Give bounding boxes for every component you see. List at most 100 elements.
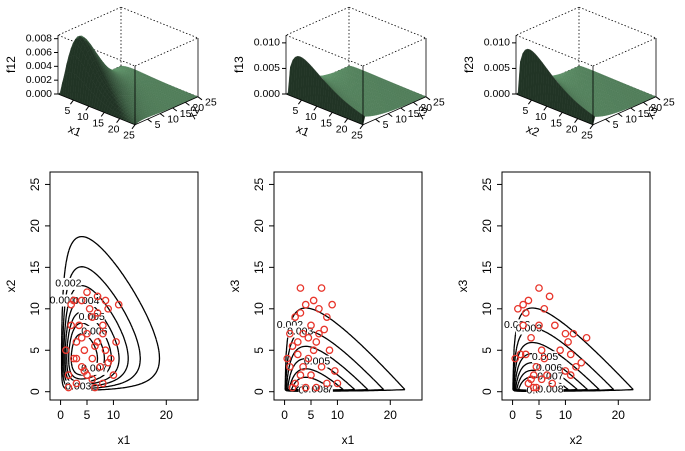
y-tick <box>172 107 178 112</box>
data-point <box>317 284 326 292</box>
data-point <box>556 346 564 355</box>
data-point <box>286 329 294 338</box>
data-point <box>112 338 120 346</box>
data-point <box>72 354 81 363</box>
y-tick-label: 15 <box>480 260 494 274</box>
y-tick-label: 25 <box>663 97 675 109</box>
y-tick-label: 20 <box>480 219 494 233</box>
x-tick-label: 15 <box>92 117 104 129</box>
z-tick-label: 0.008 <box>26 32 52 44</box>
data-point <box>537 346 546 355</box>
data-point <box>527 375 535 384</box>
data-point <box>323 379 331 388</box>
z-tick-label: 0.006 <box>26 46 52 58</box>
z-tick-label: 0.010 <box>484 37 510 49</box>
box-edge <box>515 93 594 126</box>
x-axis-label: x1 <box>66 122 83 140</box>
x-tick-label: 25 <box>581 130 593 142</box>
x-axis-label: x1 <box>342 433 355 447</box>
y-tick-label: 15 <box>28 260 42 274</box>
data-point <box>114 300 123 309</box>
data-point <box>72 338 81 346</box>
x-axis-label: x2 <box>570 433 583 447</box>
x-tick-label: 10 <box>535 111 547 123</box>
data-point <box>545 292 554 301</box>
y-tick-label: 15 <box>638 108 650 120</box>
data-point <box>535 321 543 330</box>
z-axis-label: f13 <box>232 56 246 73</box>
y-tick-label: 10 <box>625 113 637 125</box>
data-point <box>75 321 83 330</box>
x-tick-label: 20 <box>108 123 120 135</box>
y-axis-label: x2 <box>185 103 203 121</box>
y-tick-label: 20 <box>420 102 432 114</box>
y-tick-label: 25 <box>433 97 445 109</box>
data-point <box>304 333 313 342</box>
z-axis-label: f12 <box>4 56 18 73</box>
data-point <box>532 362 541 371</box>
x-tick-label: 10 <box>77 111 89 123</box>
z-tick-label: 0.000 <box>26 88 52 100</box>
data-point <box>288 383 297 392</box>
box-edge-back <box>515 6 580 36</box>
data-point <box>529 383 538 392</box>
x-tick-label: 0 <box>57 408 64 422</box>
data-point <box>511 354 520 363</box>
y-axis-label: x3 <box>228 279 242 292</box>
data-point <box>521 309 530 317</box>
data-point <box>521 350 530 359</box>
y-axis-label: x3 <box>413 103 431 121</box>
x-tick <box>100 112 105 117</box>
y-tick <box>147 118 152 123</box>
y-tick-label: 15 <box>408 108 420 120</box>
data-point <box>293 338 302 346</box>
data-point <box>328 300 336 309</box>
box-edge-back <box>57 6 122 36</box>
x-tick-label: 0 <box>509 408 516 422</box>
x-tick <box>528 99 532 105</box>
data-point <box>69 354 78 363</box>
y-tick-label: 25 <box>252 177 266 191</box>
y-tick-label: 5 <box>383 119 389 131</box>
data-point <box>88 354 97 363</box>
x-tick-label: 20 <box>612 408 626 422</box>
x-tick-label: 25 <box>123 130 135 142</box>
y-tick-label: 5 <box>155 119 161 131</box>
contour-label-bg <box>81 325 108 338</box>
data-point <box>527 333 535 342</box>
x-tick-label: 20 <box>384 408 398 422</box>
box-edge-back <box>592 37 657 67</box>
plot-frame <box>501 171 651 401</box>
data-point <box>288 342 297 350</box>
data-point <box>333 379 342 388</box>
y-tick <box>400 107 406 112</box>
y-tick-label: 25 <box>28 177 42 191</box>
y-tick <box>413 102 418 106</box>
data-point <box>325 346 334 355</box>
x-tick-label: 20 <box>160 408 174 422</box>
contour-label-bg <box>55 277 82 290</box>
data-point <box>99 321 107 330</box>
x-axis-label: x1 <box>294 122 311 140</box>
data-point <box>83 288 91 297</box>
data-point <box>85 304 94 313</box>
x-tick-label: 5 <box>522 105 528 117</box>
data-point <box>312 338 321 346</box>
y-tick-label: 10 <box>28 302 42 316</box>
x-tick-label: 20 <box>336 123 348 135</box>
data-point <box>104 358 112 367</box>
data-point <box>524 296 533 305</box>
data-point <box>62 346 70 355</box>
x-tick <box>359 124 364 130</box>
data-point <box>291 313 299 321</box>
data-point <box>320 325 329 334</box>
data-point <box>296 371 305 379</box>
contour-label: 0.005 <box>532 351 558 363</box>
data-point <box>93 292 102 301</box>
